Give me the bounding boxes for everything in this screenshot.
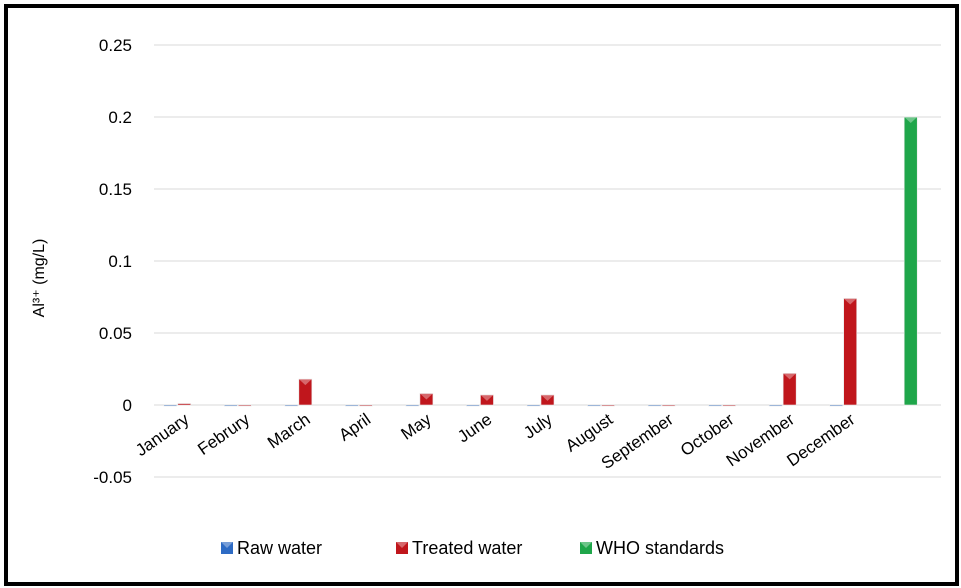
y-tick-label: -0.05 (93, 468, 132, 487)
legend-label: Raw water (237, 538, 322, 558)
bar-who-standards (903, 116, 918, 406)
legend-swatch (580, 542, 592, 554)
legend-swatch (221, 542, 233, 554)
bar-highlight (480, 394, 494, 401)
legend-swatch-highlight (221, 542, 233, 548)
bar-highlight (904, 117, 918, 123)
bar-raw-water (829, 404, 843, 407)
bar-treated-water (238, 404, 252, 407)
bar-treated-water (480, 394, 494, 406)
bar-raw-water (708, 404, 722, 407)
legend: Raw water Treated water WHO standards (221, 538, 724, 558)
bar-highlight (298, 379, 312, 386)
bars (163, 116, 918, 407)
chart-border (4, 4, 959, 586)
bar-treated-water (298, 378, 313, 406)
bar-treated-water (601, 404, 615, 407)
bar-treated-water (419, 393, 434, 406)
bar-highlight (783, 373, 797, 380)
bar-raw-water (647, 404, 662, 407)
bar-highlight (419, 393, 433, 400)
legend-swatch-highlight (580, 542, 592, 548)
bar-treated-water (540, 394, 555, 406)
bar-highlight (541, 394, 554, 401)
bar-treated-water (722, 404, 736, 407)
y-tick-label: 0.1 (108, 252, 132, 271)
bar-raw-water (466, 404, 480, 407)
bar-treated-water (661, 404, 676, 407)
bar-raw-water (526, 404, 541, 407)
bar-treated-water (782, 373, 797, 406)
legend-label: WHO standards (596, 538, 724, 558)
legend-label: Treated water (412, 538, 522, 558)
y-tick-label: 0.25 (99, 36, 132, 55)
y-tick-label: 0 (123, 396, 132, 415)
y-tick-label: 0.05 (99, 324, 132, 343)
legend-swatch-highlight (396, 542, 408, 548)
y-tick-label: 0.15 (99, 180, 132, 199)
bar-raw-water (768, 404, 783, 407)
bar-treated-water (843, 298, 857, 406)
y-tick-labels: -0.05 0 0.05 0.1 0.15 0.2 0.25 (93, 36, 132, 487)
bar-raw-water (224, 404, 238, 407)
bar-treated-water (177, 403, 192, 406)
bar-treated-water (359, 404, 373, 407)
bar-raw-water (345, 404, 359, 407)
bar-raw-water (284, 404, 299, 407)
bar-raw-water (587, 404, 601, 407)
y-axis-title: Al³⁺ (mg/L) (31, 239, 48, 318)
legend-swatch (396, 542, 408, 554)
bar-highlight (843, 298, 857, 305)
y-tick-label: 0.2 (108, 108, 132, 127)
bar-raw-water (163, 404, 178, 407)
bar-raw-water (405, 404, 420, 407)
